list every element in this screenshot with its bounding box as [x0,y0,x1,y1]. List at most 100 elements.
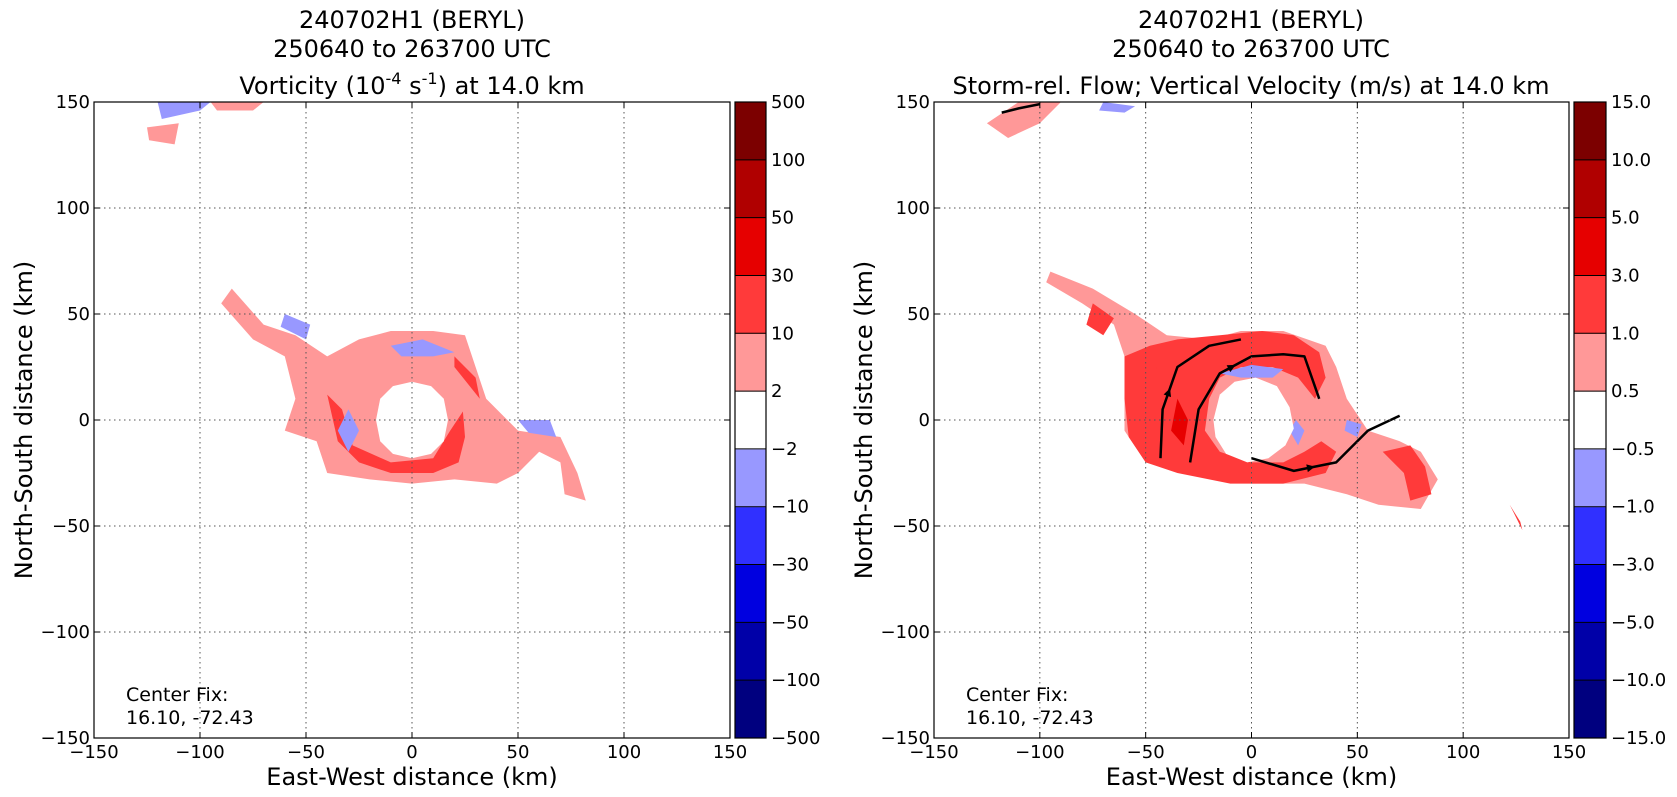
colorbar-segment [735,448,766,508]
title-line: 250640 to 263700 UTC [1112,35,1390,63]
colorbar-tick-label: −0.5 [1611,439,1655,460]
x-axis-label: East-West distance (km) [266,763,557,791]
colorbar-tick-label: −2 [771,439,798,460]
chart-title: 240702H1 (BERYL)250640 to 263700 UTC Stor… [953,6,1550,100]
contour-region [1171,398,1188,446]
colorbar-tick-label: 30 [771,265,794,286]
y-tick-label: −100 [41,622,90,643]
title-line: Storm-rel. Flow; Vertical Velocity (m/s)… [953,72,1550,100]
contour-regions [986,102,1523,531]
y-tick-label: 0 [79,410,90,431]
colorbar-frame [1573,101,1607,739]
contour-region [1213,377,1294,463]
colorbar-tick-label: −30 [771,555,809,576]
x-tick-label: −50 [1127,742,1165,763]
y-tick-label: 50 [67,304,90,325]
colorbar-segment [735,159,766,219]
colorbar-segment [735,680,766,739]
streamline [1159,338,1242,459]
title-part: Vorticity (10 [239,72,385,100]
x-tick-label: 50 [1346,742,1369,763]
x-tick-label: 100 [1446,742,1480,763]
colorbar-segment [735,622,766,681]
colorbar-segment [1574,217,1606,276]
y-tick-label: 150 [896,92,930,113]
colorbar: −500 −100 −50 −30 −10 −2 2 10 30 50 100 500 [734,92,820,749]
ticks: −150 −100 −50 0 50 100 150 −150 −100 −50 0 50 100 150 [881,92,1587,763]
y-tick-label: 0 [919,410,930,431]
colorbar-segment [735,564,766,623]
colorbar-segment [735,506,766,566]
y-tick-label: 100 [56,198,90,219]
contour-region [1099,102,1136,113]
contour-region [1382,445,1432,501]
center-fix-label: Center Fix: [966,684,1068,706]
y-axis-label: North-South distance (km) [850,261,878,580]
x-tick-label: 100 [607,742,641,763]
title-line-vorticity: Vorticity (10-4 s-1) at 14.0 km [239,69,584,100]
colorbar-tick-label: −3.0 [1611,555,1655,576]
streamlines [1001,102,1401,473]
colorbar-segment [1574,102,1606,161]
y-tick-label: −150 [881,728,930,749]
x-tick-label: 50 [507,742,530,763]
x-tick-label: 0 [406,742,417,763]
center-fix-value: 16.10, -72.43 [126,707,254,729]
title-part: ) at 14.0 km [438,72,585,100]
y-tick-label: −50 [52,516,90,537]
chart-panel-2: −150 −100 −50 0 50 100 150 −150 −100 −50 0 50 100 150… [850,6,1666,791]
colorbar-tick-label: 5.0 [1611,208,1640,229]
colorbar-tick-label: 100 [771,150,805,171]
colorbar-tick-label: −10.0 [1611,670,1666,691]
center-fix-value: 16.10, -72.43 [966,707,1094,729]
colorbar-tick-label: −1.0 [1611,497,1655,518]
contour-region [376,381,448,459]
chart-panel-1: −150 −100 −50 0 50 100 150−150−100−50050100150… [10,6,820,791]
contour-region [280,314,311,340]
x-tick-label: 150 [1552,742,1586,763]
colorbar-segment [1574,506,1606,566]
contour-region [1086,303,1114,336]
colorbar-segment [1574,622,1606,681]
streamline [1251,414,1401,473]
colorbar-tick-label: −5.0 [1611,612,1655,633]
x-tick-label: 0 [1246,742,1257,763]
contour-regions [147,102,586,501]
contour-region [337,409,359,452]
title-line: 250640 to 263700 UTC [273,35,551,63]
contour-region [390,339,455,357]
contour-region [454,356,480,399]
contour-region [327,394,465,473]
colorbar-tick-label: 10 [771,323,794,344]
colorbar-tick-label: −100 [771,670,820,691]
colorbar-tick-label: 500 [771,92,805,113]
colorbar-tick-label: 15.0 [1611,92,1651,113]
chart-title: 240702H1 (BERYL)250640 to 263700 UTC Vort… [239,6,584,100]
y-tick-label: −50 [892,516,930,537]
streamline [1188,353,1321,463]
colorbar-tick-label: 3.0 [1611,265,1640,286]
colorbar-segment [1574,680,1606,739]
streamline-arrow [1226,364,1236,373]
x-tick-label: −100 [175,742,224,763]
grid [934,102,1569,738]
ticks: −150 −100 −50 0 50 100 150 −150 −100 −50 0 50 100 150 [41,92,748,763]
y-tick-label: 150 [56,92,90,113]
title-line: 240702H1 (BERYL) [299,6,525,34]
streamline-arrow [1163,388,1172,398]
streamline [1001,102,1041,114]
colorbar-frame [734,101,767,739]
streamline-arrow [1306,464,1315,473]
y-tick-label: −100 [881,622,930,643]
x-tick-label: −150 [909,742,958,763]
center-fix-label: Center Fix: [126,684,228,706]
x-tick-label: −50 [287,742,325,763]
colorbar-segment [1574,448,1606,508]
colorbar-tick-label: 1.0 [1611,323,1640,344]
colorbar-tick-label: 2 [771,381,782,402]
colorbar-segment [735,391,766,450]
y-tick-label: −150 [41,728,90,749]
colorbar-tick-label: −500 [771,728,820,749]
colorbar-tick-label: 50 [771,208,794,229]
